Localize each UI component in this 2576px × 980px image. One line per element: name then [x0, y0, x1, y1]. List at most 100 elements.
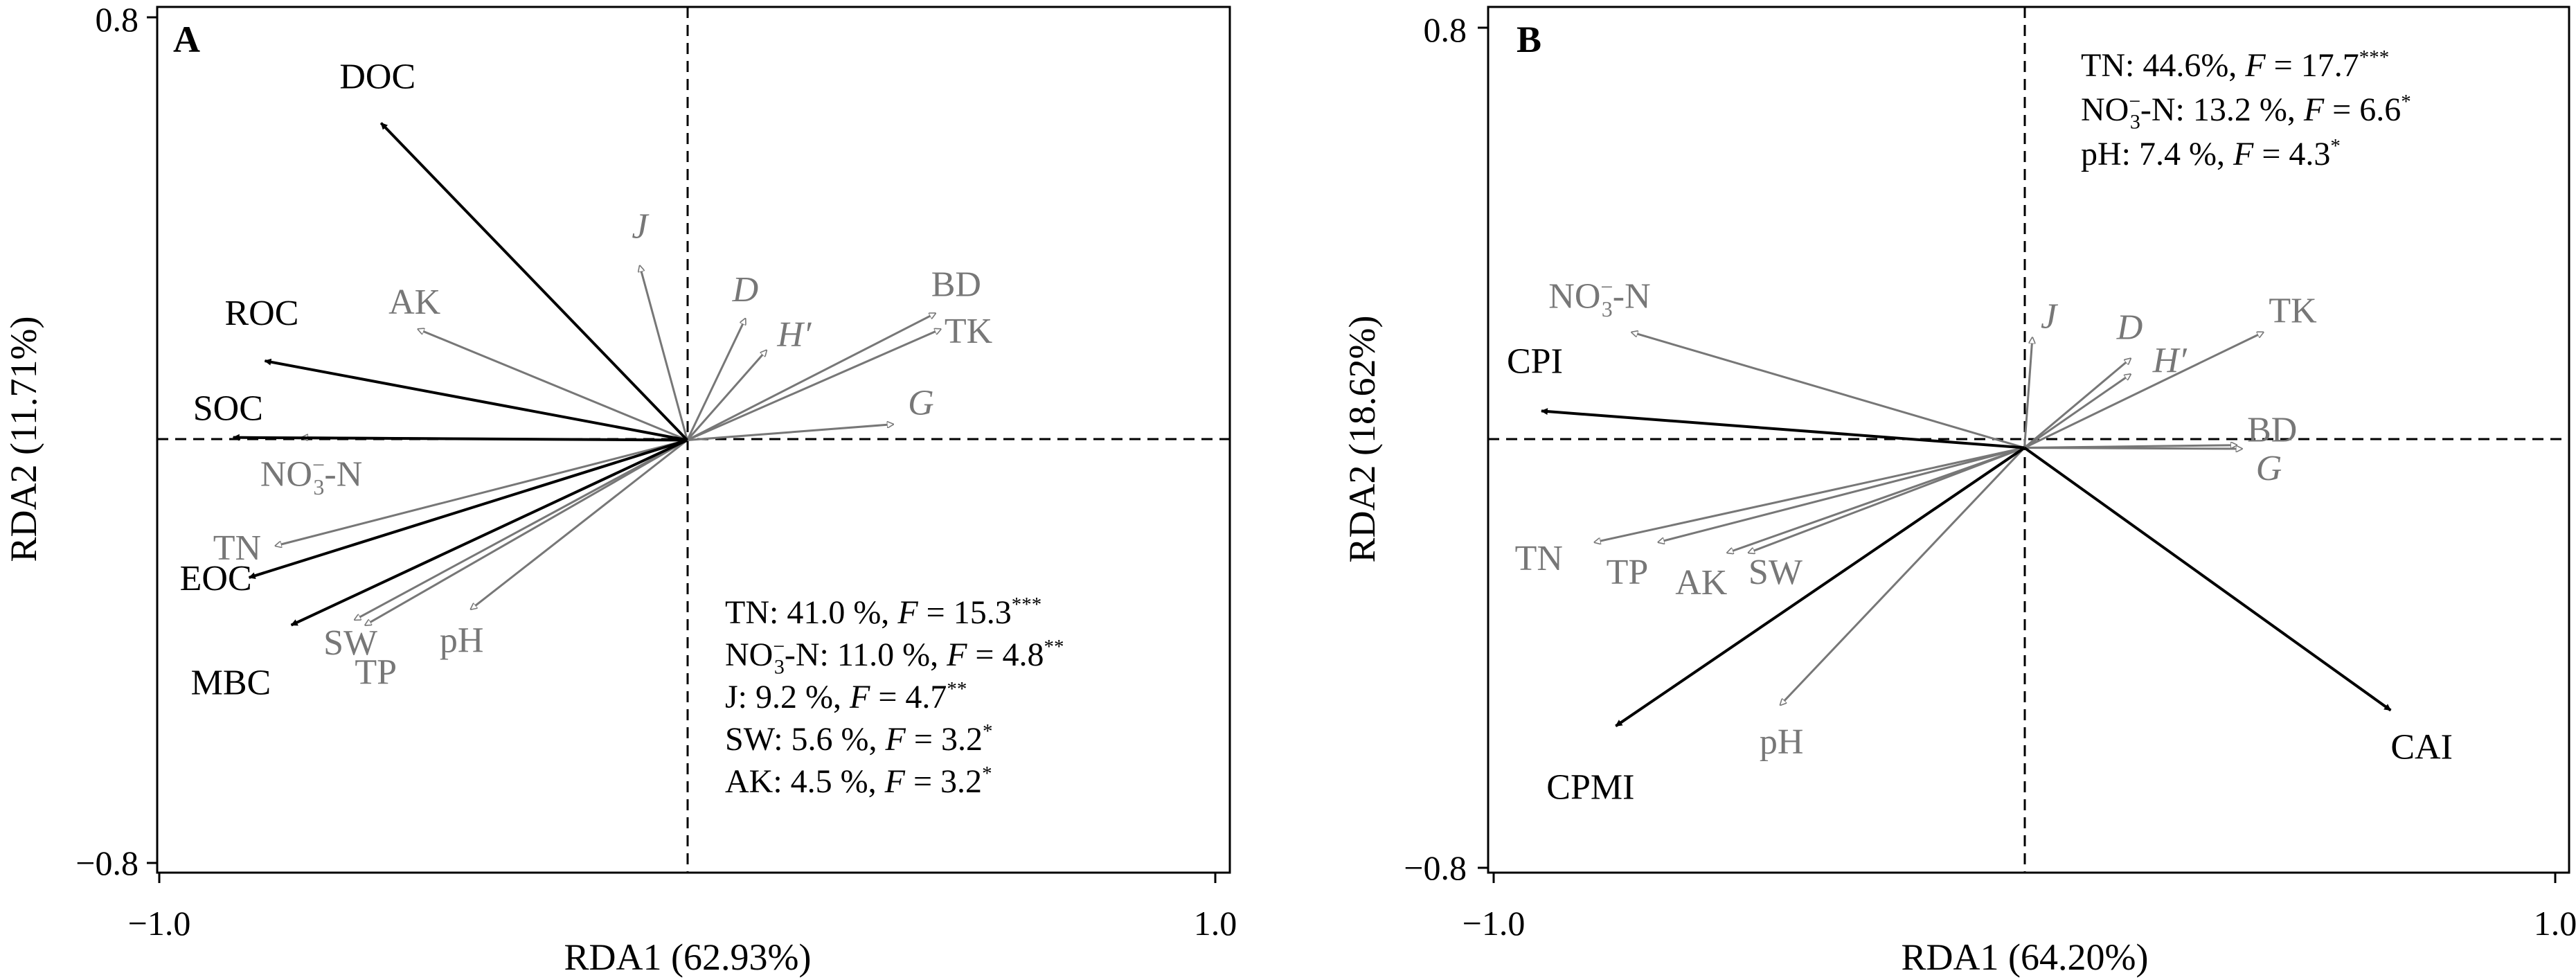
panel-b-vector-ph: pH — [1760, 447, 2025, 762]
panel-a-label-roc: ROC — [225, 294, 299, 333]
panel-b-annotation-1: TN: 44.6%, F = 17.7*** — [2081, 46, 2389, 84]
panel-a-arrow-ak — [418, 329, 688, 441]
panel-b-arrow-j — [2023, 337, 2032, 448]
panel-a-label-doc: DOC — [339, 57, 415, 97]
panel-b-label-no3-n: NO− 3-N — [1548, 274, 1650, 321]
panel-a-arrow-doc — [379, 122, 688, 441]
panel-b-label-tn: TN — [1515, 539, 1563, 578]
panel-a-arrow-tk — [686, 329, 941, 441]
panel-b-vector-cai: CAI — [2023, 446, 2453, 767]
panel-b-label-ak: AK — [1675, 563, 1728, 603]
panel-a-annotation-4: SW: 5.6 %, F = 3.2* — [725, 720, 992, 758]
panel-b-arrow-h-prime — [2023, 374, 2131, 449]
panel-a-ytick-label-bottom: −0.8 — [75, 844, 138, 882]
panel-a-label-sw: SW — [323, 623, 377, 663]
panel-a-label-tn: TN — [213, 528, 261, 568]
panel-b-label-tp: TP — [1607, 553, 1649, 592]
panel-a-vector-tp: TP — [355, 439, 688, 693]
panel-a-vector-doc: DOC — [339, 57, 688, 441]
panel-b-label-h-prime: H′ — [2152, 341, 2188, 380]
panel-b-label-sw: SW — [1748, 553, 1803, 592]
panel-b-ytick-label-top: 0.8 — [1424, 10, 1467, 49]
panel-b-annotations: TN: 44.6%, F = 17.7*** NO− 3-N: 13.2 %, F … — [2081, 46, 2411, 172]
panel-a-label-mbc: MBC — [191, 663, 271, 703]
panel-a-vector-ph: pH — [440, 439, 688, 661]
panel-a-vector-bd: BD — [686, 265, 981, 441]
panel-b-xtick-label-left: −1.0 — [1463, 904, 1526, 943]
panel-b-label-tk: TK — [2269, 292, 2317, 331]
panel-b-annotation-2: NO− 3-N: 13.2 %, F = 6.6* — [2081, 90, 2411, 134]
panel-b-arrow-d — [2023, 359, 2131, 449]
panel-b-vector-d: D — [2023, 308, 2143, 449]
panel-a-label-eoc: EOC — [180, 559, 252, 598]
panel-b-label-ph: pH — [1760, 722, 1804, 762]
panel-a-annotation-1: TN: 41.0 %, F = 15.3*** — [725, 594, 1041, 631]
panel-b-vector-ak: AK — [1675, 447, 2025, 603]
panel-b-arrow-sw — [1748, 447, 2025, 553]
panel-b-arrow-ph — [1780, 447, 2025, 705]
panel-b-vector-bd: BD — [2024, 411, 2297, 450]
panel-a-arrow-bd — [686, 312, 936, 441]
panel-b-arrow-tk — [2023, 332, 2264, 449]
panel-b-letter: B — [1517, 19, 1541, 60]
panel-b-arrow-cai — [2023, 446, 2392, 712]
panel-a-label-no3-n: NO− 3-N — [260, 452, 362, 499]
panel-b-vector-h-prime: H′ — [2023, 341, 2188, 449]
panel-a-letter: A — [173, 19, 200, 60]
panel-a-vector-g: G — [687, 384, 934, 441]
panel-b-label-g: G — [2256, 449, 2282, 488]
panel-a-vector-tk: TK — [686, 312, 993, 441]
panel-a-annotation-3: J: 9.2 %, F = 4.7** — [725, 678, 967, 715]
panel-a-arrow-soc — [232, 434, 688, 442]
panel-b-arrow-g — [2024, 448, 2242, 449]
panel-b-vector-g: G — [2024, 448, 2282, 488]
panel-a-arrow-tn — [276, 439, 688, 546]
panel-b-arrow-cpmi — [1615, 446, 2025, 727]
panel-a-ytick-label-top: 0.8 — [96, 0, 139, 39]
panel-b-xtick-label-right: 1.0 — [2534, 904, 2576, 943]
panel-b-arrow-tp — [1658, 447, 2025, 542]
panel-a-vector-soc: SOC — [193, 389, 688, 442]
panel-b-annotation-3: pH: 7.4 %, F = 4.3* — [2081, 135, 2341, 172]
panel-a-arrow-h-prime — [686, 350, 767, 441]
panel-a-arrow-eoc — [248, 438, 688, 579]
panel-a-arrow-sw — [355, 439, 688, 620]
panel-a-annotation-2: NO− 3-N: 11.0 %, F = 4.8** — [725, 635, 1064, 679]
panel-b-arrow-ak — [1727, 447, 2025, 553]
panel-a-vector-tn: TN — [213, 439, 688, 568]
panel-b-ytick-label-bottom: −0.8 — [1404, 848, 1467, 887]
panel-a-arrow-d — [686, 319, 746, 441]
panel-b-vector-sw: SW — [1748, 447, 2025, 592]
panel-b-label-cai: CAI — [2390, 728, 2453, 767]
panel-a-xtick-label-left: −1.0 — [128, 904, 191, 943]
panel-b-arrow-no3-n — [1631, 332, 2025, 449]
panel-b-vectors: NO− 3-N J DH′ TK BDG TN TP AK SW pH CPI CPMI CAI — [1507, 274, 2453, 807]
panel-a-vector-mbc: MBC — [191, 438, 688, 703]
panel-a-label-tp: TP — [355, 653, 397, 693]
panel-a-vector-d: D — [686, 270, 759, 441]
panel-a-vector-sw: SW — [323, 439, 688, 663]
panel-a: A 0.8 −0.8 −1.0 1.0 RDA1 (62.93%) RDA2 (… — [3, 0, 1237, 978]
panel-b-vector-no3-n: NO− 3-N — [1548, 274, 2025, 449]
panel-b-arrow-tn — [1595, 447, 2025, 542]
panel-a-label-soc: SOC — [193, 389, 263, 429]
panel-b-vector-cpi: CPI — [1507, 341, 2025, 449]
panel-a-vector-j: J — [632, 207, 688, 440]
panel-b: B 0.8 −0.8 −1.0 1.0 RDA1 (64.20%) RDA2 (… — [1341, 6, 2576, 978]
panel-a-annotation-5: AK: 4.5 %, F = 3.2* — [725, 763, 992, 800]
panel-b-vector-cpmi: CPMI — [1546, 446, 2025, 807]
panel-a-ylabel: RDA2 (11.71%) — [3, 317, 44, 562]
panel-a-label-d: D — [732, 270, 759, 310]
panel-a-vector-ak: AK — [388, 283, 688, 441]
panel-a-label-j: J — [632, 207, 650, 247]
panel-b-label-cpmi: CPMI — [1546, 767, 1634, 807]
panel-a-label-g: G — [908, 384, 934, 423]
panel-a-arrow-mbc — [290, 438, 688, 627]
panel-a-annotations: TN: 41.0 %, F = 15.3*** NO− 3-N: 11.0 %, F… — [725, 594, 1064, 800]
panel-b-vector-j: J — [2023, 296, 2059, 448]
panel-b-vector-tk: TK — [2023, 292, 2317, 449]
panel-b-label-d: D — [2116, 308, 2143, 348]
panel-a-arrow-tp — [365, 439, 688, 625]
